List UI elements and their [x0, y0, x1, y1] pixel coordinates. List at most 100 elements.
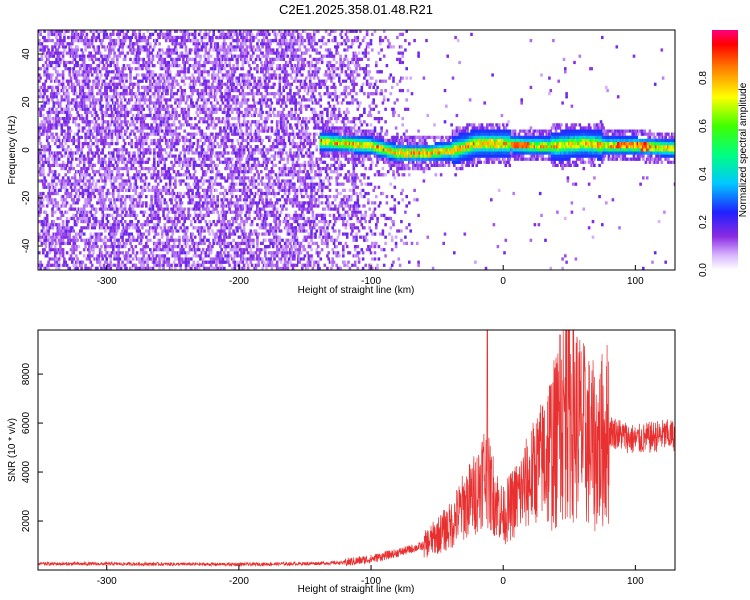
- heatmap-cell: [89, 64, 93, 68]
- heatmap-cell: [105, 163, 108, 167]
- heatmap-cell: [69, 163, 73, 167]
- heatmap-cell: [211, 229, 214, 233]
- heatmap-cell: [233, 254, 237, 258]
- heatmap-cell: [82, 157, 86, 161]
- heatmap-cell: [203, 142, 206, 146]
- heatmap-cell: [147, 157, 151, 161]
- heatmap-cell: [85, 226, 89, 230]
- heatmap-cell: [178, 241, 181, 245]
- heatmap-cell: [150, 201, 153, 205]
- heatmap-cell: [172, 138, 176, 143]
- heatmap-cell: [187, 257, 190, 261]
- heatmap-cell: [47, 160, 50, 164]
- heatmap-cell: [150, 107, 153, 111]
- heatmap-cell: [233, 70, 237, 74]
- heatmap-cell: [89, 204, 93, 208]
- heatmap-cell: [92, 67, 95, 71]
- heatmap-cell: [197, 154, 201, 158]
- heatmap-cell: [92, 191, 95, 196]
- heatmap-cell: [225, 82, 229, 86]
- heatmap-cell: [200, 213, 204, 217]
- heatmap-cell: [211, 117, 214, 121]
- heatmap-cell: [183, 30, 186, 33]
- heatmap-cell: [145, 132, 148, 136]
- heatmap-cell: [150, 101, 153, 105]
- heatmap-cell: [217, 82, 221, 86]
- heatmap-cell: [76, 110, 79, 114]
- heatmap-cell: [149, 32, 152, 36]
- heatmap-cell: [82, 220, 86, 224]
- heatmap-cell: [236, 35, 239, 40]
- heatmap-cell: [150, 132, 153, 136]
- heatmap-cell: [82, 126, 86, 130]
- heatmap-cell: [112, 245, 115, 249]
- heatmap-cell: [212, 220, 215, 224]
- heatmap-cell: [73, 73, 77, 77]
- heatmap-cell: [123, 54, 127, 58]
- heatmap-cell: [119, 148, 123, 152]
- heatmap-cell: [112, 151, 115, 155]
- heatmap-cell: [118, 126, 122, 130]
- heatmap-cell: [77, 126, 81, 130]
- heatmap-cell: [229, 42, 233, 46]
- heatmap-cell: [64, 241, 67, 245]
- heatmap-cell: [205, 248, 209, 252]
- heatmap-cell: [174, 226, 177, 230]
- heatmap-cell: [65, 179, 69, 183]
- heatmap-cell: [193, 123, 197, 127]
- heatmap-cell: [131, 188, 135, 192]
- heatmap-cell: [234, 220, 238, 224]
- heatmap-cell: [168, 39, 172, 43]
- heatmap-cell: [163, 135, 167, 139]
- heatmap-cell: [42, 191, 45, 196]
- heatmap-cell: [150, 216, 153, 221]
- heatmap-cell: [84, 191, 87, 196]
- heatmap-cell: [55, 79, 58, 83]
- heatmap-cell: [156, 254, 160, 258]
- heatmap-cell: [164, 245, 168, 249]
- heatmap-cell: [72, 251, 75, 255]
- heatmap-cell: [176, 142, 180, 146]
- heatmap-cell: [162, 170, 165, 174]
- heatmap-cell: [196, 92, 200, 96]
- heatmap-cell: [131, 82, 135, 86]
- heatmap-cell: [142, 232, 145, 236]
- heatmap-cell: [164, 110, 168, 114]
- heatmap-cell: [57, 226, 61, 230]
- heatmap-cell: [207, 54, 210, 58]
- heatmap-cell: [104, 229, 107, 233]
- heatmap-cell: [104, 48, 107, 52]
- heatmap-cell: [180, 260, 184, 264]
- heatmap-cell: [109, 198, 112, 202]
- heatmap-cell: [232, 148, 235, 152]
- heatmap-cell: [39, 210, 42, 214]
- heatmap-cell: [112, 176, 115, 180]
- heatmap-cell: [192, 167, 196, 171]
- heatmap-cell: [232, 238, 235, 242]
- heatmap-cell: [231, 89, 234, 93]
- heatmap-cell: [90, 254, 94, 258]
- heatmap-cell: [156, 204, 160, 208]
- heatmap-cell: [101, 201, 104, 205]
- heatmap-cell: [82, 254, 86, 258]
- heatmap-cell: [236, 210, 239, 214]
- heatmap-cell: [84, 245, 87, 249]
- heatmap-cell: [175, 157, 178, 161]
- heatmap-cell: [199, 241, 202, 245]
- heatmap-cell: [193, 170, 197, 174]
- heatmap-cell: [73, 207, 77, 211]
- heatmap-cell: [180, 257, 184, 261]
- heatmap-cell: [208, 195, 212, 199]
- heatmap-cell: [205, 135, 209, 139]
- heatmap-cell: [180, 179, 184, 183]
- heatmap-cell: [116, 107, 119, 111]
- heatmap-cell: [93, 173, 97, 177]
- heatmap-cell: [86, 82, 90, 86]
- heatmap-cell: [192, 245, 196, 249]
- heatmap-cell: [92, 82, 95, 86]
- heatmap-cell: [121, 48, 124, 52]
- heatmap-cell: [217, 107, 221, 111]
- heatmap-cell: [180, 35, 184, 40]
- heatmap-cell: [175, 73, 178, 77]
